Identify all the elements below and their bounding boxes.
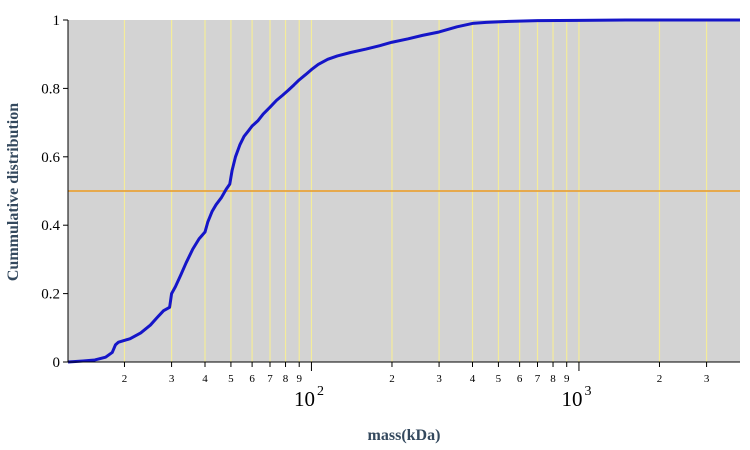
y-tick-label: 0.2 bbox=[41, 287, 60, 303]
x-tick-label: 7 bbox=[535, 373, 541, 385]
x-tick-label: 9 bbox=[564, 373, 570, 385]
y-tick-label: 1 bbox=[53, 13, 61, 29]
x-tick-label: 6 bbox=[249, 373, 255, 385]
x-tick-label: 7 bbox=[267, 373, 273, 385]
x-tick-label: 8 bbox=[283, 373, 289, 385]
x-major-tick-label: 10 bbox=[561, 387, 582, 411]
x-axis-ticks: 2 3 4 5 6 7 8 9 2 3 4 5 6 7 8 9 2 310 2 10 3 bbox=[122, 362, 710, 411]
series-line bbox=[67, 18, 740, 364]
y-tick-label: 0.6 bbox=[41, 150, 60, 166]
x-tick-label: 3 bbox=[704, 373, 710, 385]
x-major-tick-label: 10 bbox=[294, 387, 315, 411]
x-tick-label: 2 bbox=[122, 373, 128, 385]
x-tick-label: 9 bbox=[296, 373, 302, 385]
y-tick-label: 0 bbox=[53, 355, 61, 371]
y-axis-ticks: 0 0.2 0.4 0.6 0.8 1 bbox=[41, 13, 68, 371]
x-major-tick-exponent: 2 bbox=[317, 384, 324, 399]
x-major-tick-exponent: 3 bbox=[584, 384, 591, 399]
x-tick-label: 2 bbox=[389, 373, 395, 385]
y-tick-label: 0.8 bbox=[41, 81, 60, 97]
x-tick-label: 4 bbox=[470, 373, 476, 385]
x-axis-label: mass(kDa) bbox=[368, 427, 441, 444]
x-tick-label: 6 bbox=[517, 373, 523, 385]
x-tick-label: 8 bbox=[550, 373, 556, 385]
x-tick-label: 3 bbox=[436, 373, 442, 385]
x-tick-label: 2 bbox=[657, 373, 663, 385]
y-axis-label: Cummulative distribution bbox=[5, 103, 22, 281]
x-tick-label: 5 bbox=[228, 373, 234, 385]
x-tick-label: 4 bbox=[202, 373, 208, 385]
x-tick-label: 3 bbox=[169, 373, 175, 385]
y-tick-label: 0.4 bbox=[41, 218, 60, 234]
x-tick-label: 5 bbox=[496, 373, 502, 385]
